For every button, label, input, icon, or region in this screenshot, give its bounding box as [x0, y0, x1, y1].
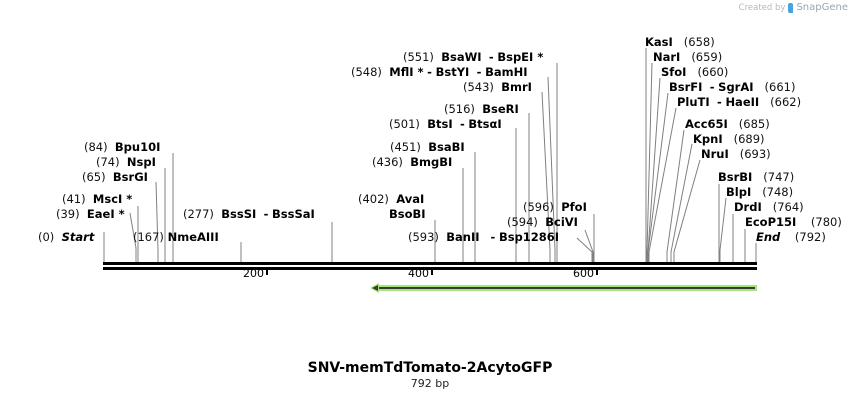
site-label-start[interactable]: (0) Start	[38, 230, 95, 244]
site-label-bsawi[interactable]: (551) BsaWI - BspEI *	[403, 50, 544, 64]
site-label-nmeaiii[interactable]: (167) NmeAIII	[133, 230, 219, 244]
site-label-bcivi[interactable]: (594) BciVI	[507, 215, 578, 229]
site-label-ecop15i[interactable]: EcoP15I (780)	[745, 215, 842, 229]
site-label-pluti[interactable]: PluTI - HaeII (662)	[677, 95, 802, 109]
credit-prefix: Created by	[738, 2, 786, 13]
site-label-bmgbi[interactable]: (436) BmgBI	[372, 155, 453, 169]
site-label-drdi[interactable]: DrdI (764)	[734, 200, 804, 214]
tick-200	[266, 267, 268, 275]
snapgene-credit: Created by SnapGene	[739, 2, 848, 13]
site-label-bsabi[interactable]: (451) BsaBI	[390, 140, 465, 154]
tick-label-200: 200	[243, 267, 264, 280]
tick-400	[431, 267, 433, 275]
site-label-btsi[interactable]: (501) BtsI - BtsαI	[389, 117, 502, 131]
backbone-top-strand	[103, 262, 757, 265]
site-label-eaei[interactable]: (39) EaeI *	[56, 207, 125, 221]
site-label-pfoi[interactable]: (596) PfoI	[523, 200, 587, 214]
site-label-kasi[interactable]: KasI (658)	[645, 35, 715, 49]
site-label-kpni[interactable]: KpnI (689)	[693, 132, 765, 146]
backbone-bottom-strand	[103, 267, 757, 270]
tick-label-400: 400	[408, 267, 429, 280]
site-label-msci[interactable]: (41) MscI *	[62, 192, 133, 206]
credit-brand: SnapGene	[796, 2, 848, 13]
site-label-beseri[interactable]: (516) BseRI	[444, 102, 519, 116]
site-label-bsssi[interactable]: (277) BssSI - BssSaI	[183, 207, 315, 221]
site-label-bsrbi[interactable]: BsrBI (747)	[718, 170, 795, 184]
site-label-bsrfi[interactable]: BsrFI - SgrAI (661)	[669, 80, 796, 94]
site-label-sfoi[interactable]: SfoI (660)	[661, 65, 729, 79]
site-label-bsrgi[interactable]: (65) BsrGI	[82, 170, 148, 184]
site-label-mfli[interactable]: (548) MflI * - BstYI - BamHI	[351, 65, 528, 79]
site-label-bpu10i[interactable]: (84) Bpu10I	[84, 140, 161, 154]
site-label-acc65i[interactable]: Acc65I (685)	[685, 117, 770, 131]
sequence-title: SNV-memTdTomato-2AcytoGFP	[307, 360, 553, 376]
cut-lines	[103, 48, 757, 262]
tick-600	[596, 267, 598, 275]
site-label-bsobi[interactable]: BsoBI	[389, 207, 426, 221]
site-label-banii[interactable]: (593) BanII - Bsp1286I	[408, 230, 560, 244]
site-label-nari[interactable]: NarI (659)	[653, 50, 723, 64]
feature-arrow	[370, 283, 757, 293]
site-label-avai[interactable]: (402) AvaI	[358, 192, 425, 206]
site-label-bmri[interactable]: (543) BmrI	[463, 80, 532, 94]
site-label-nspi[interactable]: (74) NspI	[96, 155, 156, 169]
site-label-nrui[interactable]: NruI (693)	[701, 147, 771, 161]
sequence-length: 792 bp	[410, 377, 450, 390]
snapgene-logo-icon	[788, 2, 794, 13]
tick-label-600: 600	[573, 267, 594, 280]
site-label-blpi[interactable]: BlpI (748)	[726, 185, 794, 199]
site-label-end[interactable]: End (792)	[756, 230, 826, 244]
